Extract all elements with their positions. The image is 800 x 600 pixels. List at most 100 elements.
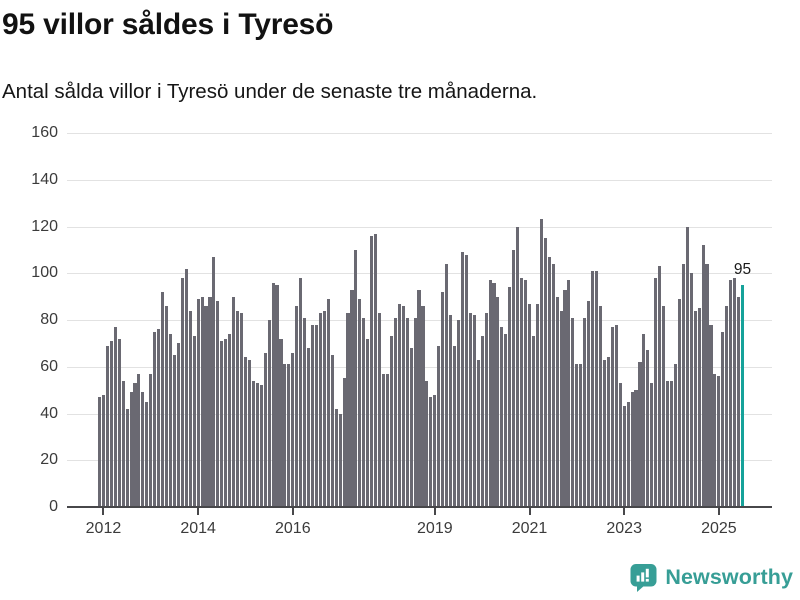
bar xyxy=(492,282,496,507)
bar xyxy=(413,317,417,507)
bar xyxy=(291,352,295,507)
bar xyxy=(200,296,204,507)
bar xyxy=(409,348,413,507)
bar xyxy=(393,317,397,507)
bar xyxy=(141,392,145,507)
bar xyxy=(512,249,516,507)
bar xyxy=(575,364,579,507)
bar xyxy=(113,327,117,507)
bar xyxy=(559,310,563,507)
bar xyxy=(283,364,287,507)
bar xyxy=(527,303,532,507)
bar xyxy=(721,331,725,507)
highlight-value-label: 95 xyxy=(733,260,752,278)
bar xyxy=(279,338,283,507)
x-axis-line xyxy=(67,506,772,508)
bar xyxy=(188,310,192,507)
bar xyxy=(109,341,113,507)
bar xyxy=(610,327,614,507)
bar xyxy=(318,312,322,507)
bar xyxy=(587,301,591,507)
bar xyxy=(677,298,681,507)
bar xyxy=(251,380,255,507)
x-axis-tick-label: 2012 xyxy=(85,520,122,537)
bar xyxy=(456,320,461,507)
bar xyxy=(638,362,642,507)
x-axis-tick xyxy=(623,508,626,515)
bar xyxy=(531,336,535,507)
y-gridline xyxy=(67,133,772,134)
y-gridline xyxy=(67,227,772,228)
bar xyxy=(453,345,457,507)
bar xyxy=(129,392,133,507)
bar xyxy=(425,380,429,507)
bar xyxy=(389,336,393,507)
bar xyxy=(204,305,208,507)
bar xyxy=(247,359,251,507)
bar xyxy=(646,350,650,507)
bar xyxy=(689,273,693,507)
bar xyxy=(460,252,464,507)
x-axis-tick-label: 2019 xyxy=(417,520,453,537)
bar xyxy=(622,406,626,507)
bar-highlight-current xyxy=(740,284,745,507)
bar xyxy=(650,383,654,507)
bar xyxy=(366,338,370,507)
bar xyxy=(208,296,212,507)
bar xyxy=(713,373,717,507)
x-axis-tick xyxy=(528,508,531,515)
bar xyxy=(508,287,512,507)
x-axis-tick xyxy=(102,508,105,515)
chart-subtitle: Antal sålda villor i Tyresö under de sen… xyxy=(2,80,538,103)
bar xyxy=(220,341,224,507)
bar xyxy=(496,296,500,507)
bar xyxy=(216,301,220,507)
x-axis-tick-label: 2021 xyxy=(511,520,548,537)
bar xyxy=(180,277,184,507)
x-axis-tick xyxy=(197,508,200,515)
x-axis-tick xyxy=(433,508,436,515)
bar xyxy=(634,390,638,507)
bar xyxy=(271,282,275,507)
bar xyxy=(606,357,610,507)
bar xyxy=(437,345,441,507)
bar xyxy=(630,392,634,507)
bar xyxy=(551,263,555,507)
newsworthy-logo[interactable]: Newsworthy xyxy=(629,561,793,593)
bar xyxy=(172,355,176,507)
bar xyxy=(520,277,524,507)
bar xyxy=(295,305,299,507)
bar xyxy=(693,310,697,507)
bar xyxy=(658,266,662,507)
bar xyxy=(196,298,200,507)
bar xyxy=(571,317,575,507)
bar xyxy=(105,345,109,507)
y-gridline xyxy=(67,273,772,274)
bar xyxy=(555,296,559,507)
bar xyxy=(468,312,472,507)
bar xyxy=(476,359,480,507)
bar xyxy=(310,324,315,507)
y-axis-tick-label: 100 xyxy=(31,264,58,282)
bar xyxy=(595,270,599,507)
bar xyxy=(334,408,338,507)
bar xyxy=(275,284,279,507)
bar xyxy=(378,312,382,507)
bar xyxy=(484,312,488,507)
bar xyxy=(685,226,689,507)
bar xyxy=(642,334,646,507)
bar xyxy=(500,327,504,507)
bar xyxy=(212,256,216,507)
bar xyxy=(539,219,543,507)
bar xyxy=(421,305,425,507)
y-axis-tick-label: 0 xyxy=(49,498,58,515)
page-title: 95 villor såldes i Tyresö xyxy=(2,8,334,41)
bar xyxy=(524,280,528,507)
bar xyxy=(153,331,157,507)
bar xyxy=(725,305,729,507)
y-axis-tick-label: 40 xyxy=(40,404,58,422)
bar xyxy=(472,315,476,507)
bar xyxy=(326,298,330,507)
bar xyxy=(232,296,236,507)
bar xyxy=(267,320,271,507)
